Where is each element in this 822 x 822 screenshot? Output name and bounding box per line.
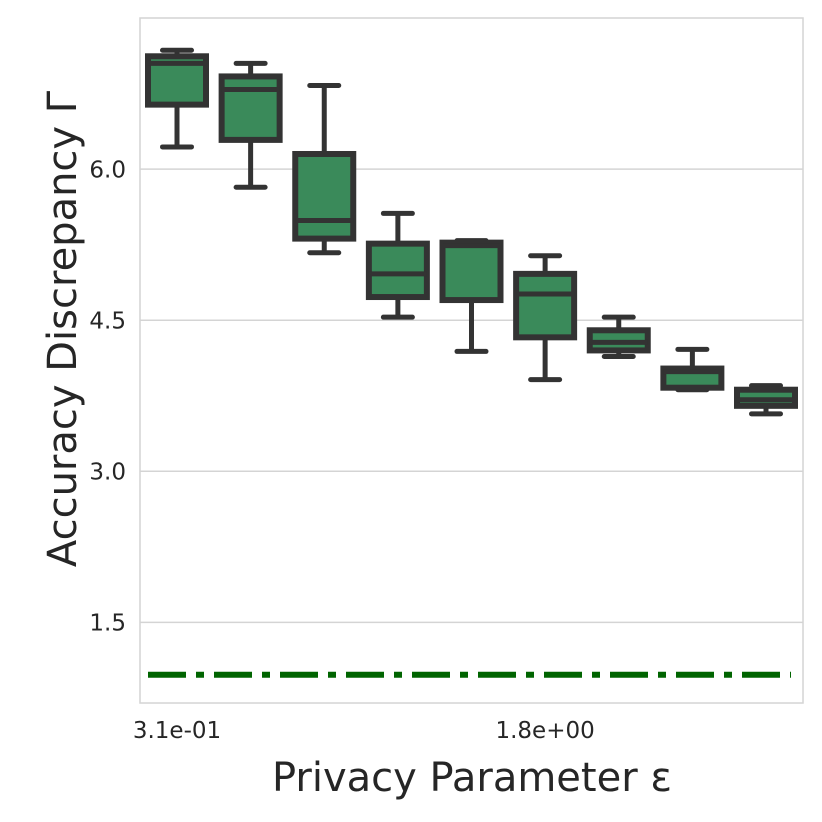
box-5 [513,253,578,383]
box-iqr [365,240,430,301]
box-1 [218,60,283,190]
box-iqr [292,150,357,242]
y-tick-label: 4.5 [89,308,126,334]
boxes-layer [145,47,798,417]
box-2 [292,82,357,256]
x-tick-labels: 3.1e-01 1.8e+00 [133,718,595,744]
plot-frame [139,17,804,704]
box-6 [586,314,651,359]
box-8 [734,383,798,417]
box-iqr [439,239,504,304]
y-tick-label: 3.0 [89,460,126,486]
box-iqr [218,73,283,143]
x-tick-label: 3.1e-01 [133,718,221,744]
y-tick-label: 6.0 [89,157,126,183]
box-4 [439,238,504,354]
box-iqr [513,270,578,341]
box-3 [365,210,430,320]
box-7 [660,346,725,393]
grid-layer [140,168,803,624]
y-axis-label: Accuracy Discrepancy Γ [40,90,86,567]
x-tick-label: 1.8e+00 [495,718,594,744]
x-axis-label: Privacy Parameter ε [272,755,672,801]
box-0 [145,47,209,150]
y-tick-labels: 1.5 3.0 4.5 6.0 [89,157,126,636]
y-tick-label: 1.5 [89,611,126,637]
